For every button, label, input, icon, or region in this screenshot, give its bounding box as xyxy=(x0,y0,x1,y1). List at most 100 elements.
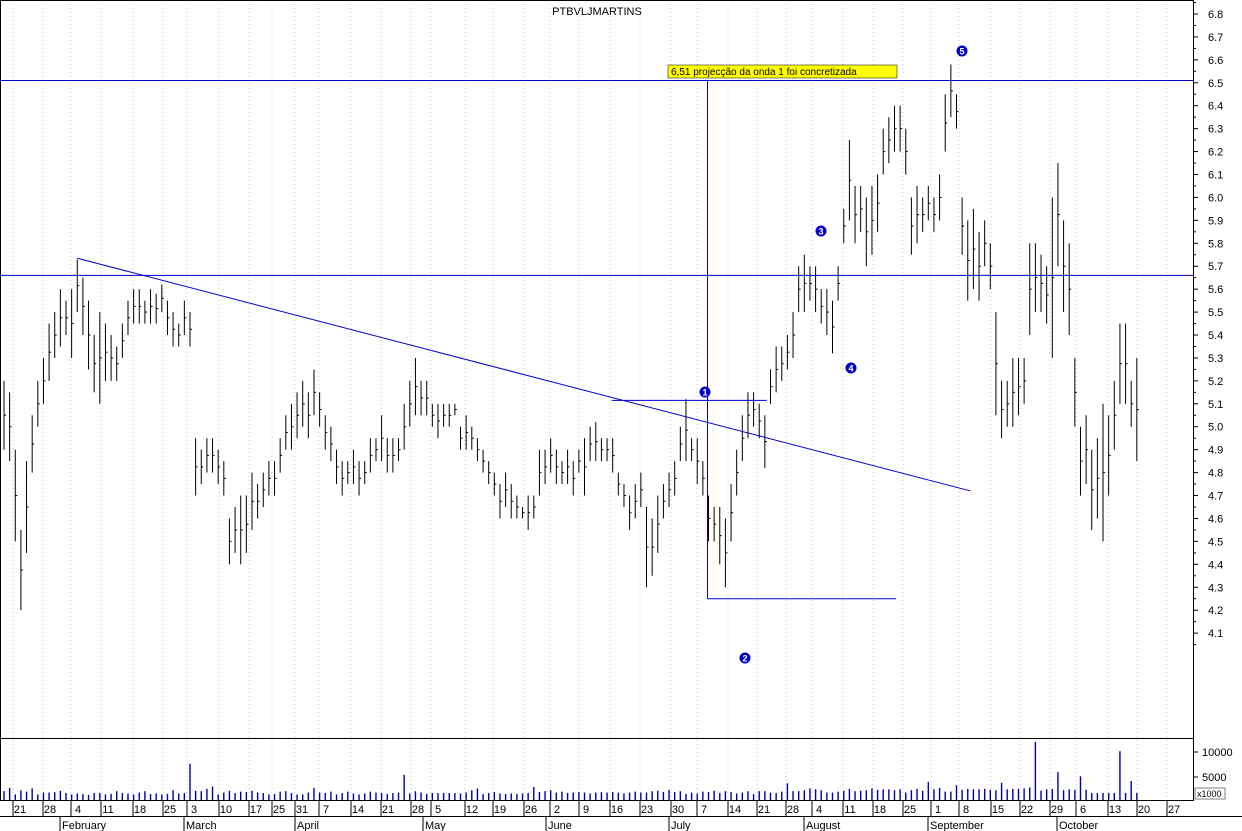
price-tick-label: 5.7 xyxy=(1208,261,1223,273)
day-label: 30 xyxy=(672,804,684,816)
wave-marker-4 xyxy=(845,362,857,374)
price-tick-label: 5.9 xyxy=(1208,215,1223,227)
price-tick-label: 5.0 xyxy=(1208,422,1223,434)
drawn-lines xyxy=(0,79,1193,600)
wave-marker-3 xyxy=(815,225,827,237)
day-label: 15 xyxy=(992,804,1004,816)
wave-marker-label: 4 xyxy=(848,364,853,374)
day-label: 28 xyxy=(787,804,799,816)
price-tick-label: 4.4 xyxy=(1208,559,1223,571)
price-tick-label: 4.5 xyxy=(1208,536,1223,548)
day-label: 31 xyxy=(296,804,308,816)
day-label: 18 xyxy=(134,804,146,816)
day-label: 21 xyxy=(382,804,394,816)
wave-marker-label: 5 xyxy=(959,47,964,57)
month-label: September xyxy=(930,820,984,831)
price-tick-label: 4.1 xyxy=(1208,628,1223,640)
volume-tick-label: 10000 xyxy=(1202,747,1233,759)
day-label: 25 xyxy=(904,804,916,816)
day-label: 7 xyxy=(701,804,707,816)
day-label: 29 xyxy=(1051,804,1063,816)
wave-marker-2 xyxy=(739,652,751,664)
wave-marker-label: 3 xyxy=(818,227,823,237)
day-label: 4 xyxy=(75,804,81,816)
day-label: 25 xyxy=(273,804,285,816)
month-label: October xyxy=(1059,820,1098,831)
day-label: 1 xyxy=(935,804,941,816)
day-label: 22 xyxy=(1021,804,1033,816)
day-label: 28 xyxy=(412,804,424,816)
price-tick-label: 4.3 xyxy=(1208,582,1223,594)
volume-multiplier-box xyxy=(1194,787,1226,800)
day-label: 7 xyxy=(323,804,329,816)
price-tick-label: 5.5 xyxy=(1208,307,1223,319)
day-label: 2 xyxy=(554,804,560,816)
price-axis: 6.8 6.7 6.6 6.5 6.4 6.3 6.2 6.1 6.0 5.9 5.8 5.7 5.6 5… xyxy=(1193,2,1233,800)
day-label: 21 xyxy=(14,804,26,816)
month-label: August xyxy=(806,820,840,831)
price-tick-label: 4.6 xyxy=(1208,513,1223,525)
price-tick-label: 5.3 xyxy=(1208,353,1223,365)
day-label: 25 xyxy=(164,804,176,816)
price-tick-label: 6.1 xyxy=(1208,170,1223,182)
volume-tick-label: 5000 xyxy=(1202,772,1226,784)
wave-marker-1 xyxy=(699,386,711,398)
price-tick-label: 6.7 xyxy=(1208,32,1223,44)
day-label: 28 xyxy=(44,804,56,816)
price-tick-label: 5.1 xyxy=(1208,399,1223,411)
wave-markers: 1 2 3 4 5 xyxy=(699,45,968,664)
annotation-label: 6,51 projecção da onda 1 foi concretizad… xyxy=(667,64,898,79)
volume-panel xyxy=(3,741,1138,800)
day-label: 14 xyxy=(729,804,741,816)
day-label: 26 xyxy=(525,804,537,816)
month-label: April xyxy=(297,820,319,831)
day-label: 11 xyxy=(102,804,113,816)
day-label: 8 xyxy=(963,804,969,816)
day-label: 19 xyxy=(494,804,506,816)
price-tick-label: 4.7 xyxy=(1208,491,1223,503)
day-label: 4 xyxy=(816,804,822,816)
plot-border xyxy=(0,0,1194,801)
annotation-text: 6,51 projecção da onda 1 foi concretizad… xyxy=(671,67,857,78)
chart-title: PTBVLJMARTINS xyxy=(552,6,642,18)
day-label: 14 xyxy=(352,804,364,816)
price-tick-label: 5.4 xyxy=(1208,330,1223,342)
day-label: 27 xyxy=(1168,804,1180,816)
day-label: 9 xyxy=(583,804,589,816)
month-label: May xyxy=(425,820,446,831)
month-label: March xyxy=(186,820,217,831)
price-tick-label: 6.0 xyxy=(1208,192,1223,204)
trendline xyxy=(77,257,971,492)
price-tick-label: 6.6 xyxy=(1208,55,1223,67)
day-label: 3 xyxy=(191,804,197,816)
month-label: July xyxy=(671,820,691,831)
price-tick-label: 4.2 xyxy=(1208,605,1223,617)
date-axis: 21 28 4 11 18 25 3 10 17 25 31 7 14 21 28 5 12 19 26 2 9 16 23… xyxy=(12,800,1180,831)
price-tick-label: 5.6 xyxy=(1208,284,1223,296)
price-tick-label: 6.8 xyxy=(1208,9,1223,21)
day-label: 23 xyxy=(641,804,653,816)
day-label: 13 xyxy=(1109,804,1121,816)
day-label: 10 xyxy=(220,804,232,816)
day-label: 20 xyxy=(1138,804,1150,816)
grid xyxy=(12,0,1168,800)
day-label: 6 xyxy=(1080,804,1086,816)
day-label: 16 xyxy=(611,804,623,816)
day-label: 18 xyxy=(874,804,886,816)
price-tick-label: 6.5 xyxy=(1208,78,1223,90)
price-tick-label: 5.2 xyxy=(1208,376,1223,388)
day-label: 5 xyxy=(435,804,441,816)
wave-marker-label: 1 xyxy=(702,388,707,398)
price-tick-label: 6.4 xyxy=(1208,101,1223,113)
price-tick-label: 5.8 xyxy=(1208,238,1223,250)
day-label: 11 xyxy=(844,804,855,816)
price-tick-label: 4.8 xyxy=(1208,468,1223,480)
wave-marker-5 xyxy=(956,45,968,57)
price-tick-label: 6.3 xyxy=(1208,124,1223,136)
price-tick-label: 4.9 xyxy=(1208,445,1223,457)
price-bars xyxy=(3,64,1139,611)
day-label: 21 xyxy=(758,804,770,816)
